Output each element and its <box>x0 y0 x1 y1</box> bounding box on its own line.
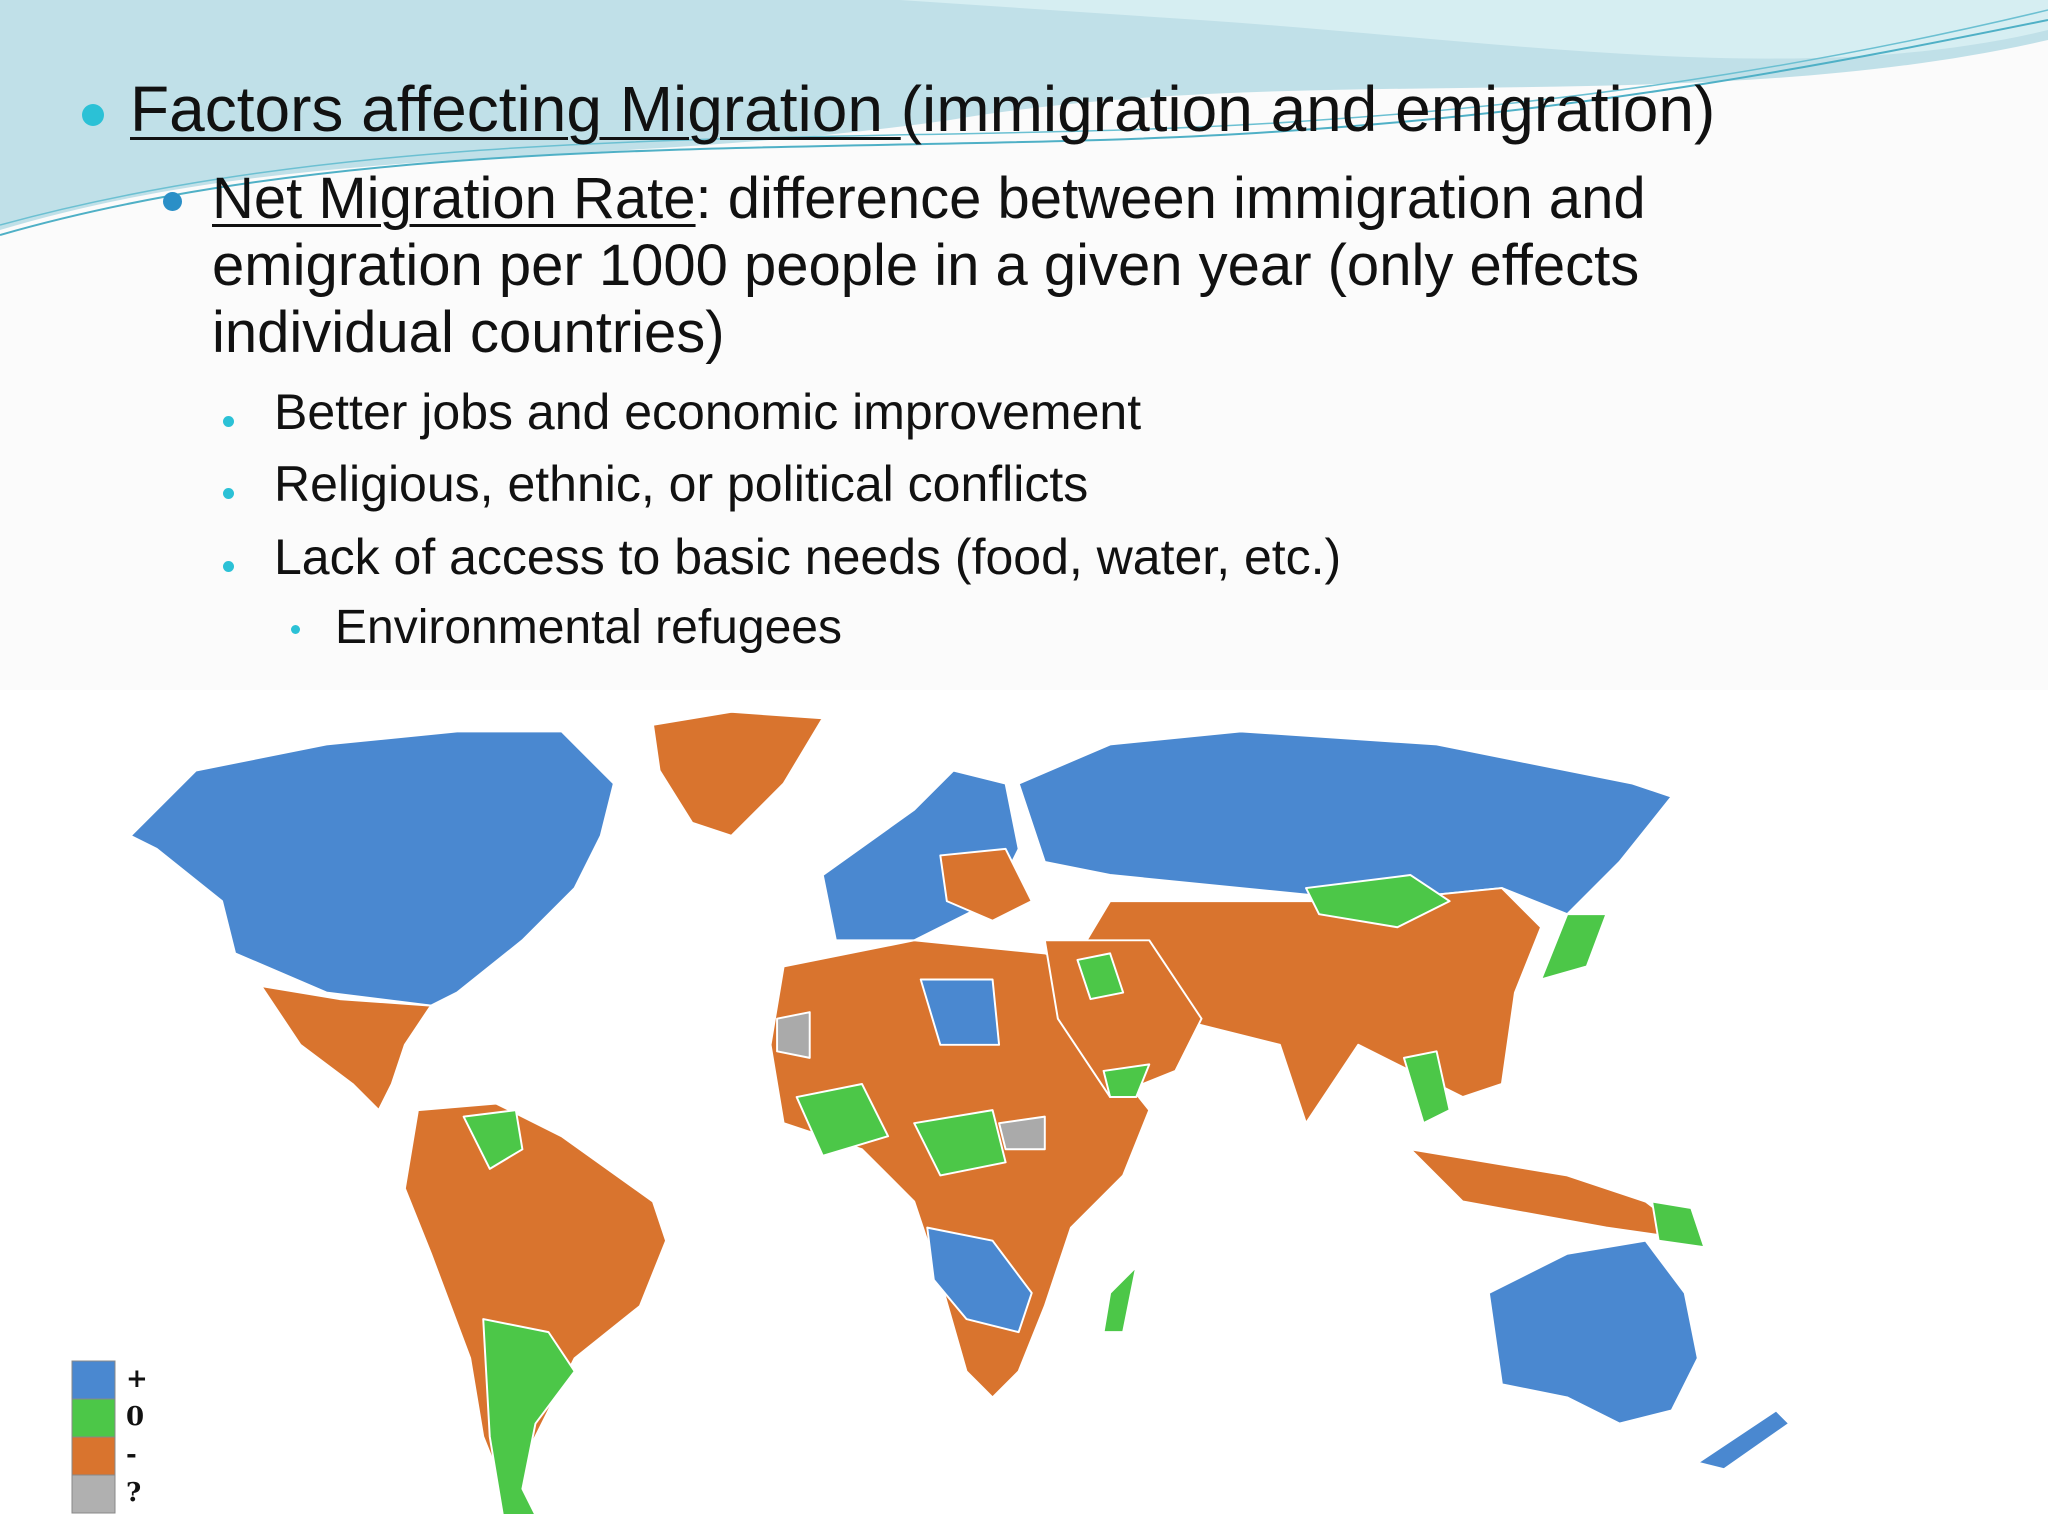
bullet-dot <box>291 625 300 634</box>
legend-swatch <box>71 1360 116 1400</box>
bullet-2-text: : difference between immigration and emi… <box>212 166 1646 365</box>
bullet-dot <box>163 192 182 211</box>
header-wave <box>0 0 2048 236</box>
sub-sub-bullet: Environmental refugees <box>335 601 842 654</box>
bullet-dot <box>223 416 234 427</box>
legend-label: 0 <box>126 1402 145 1432</box>
bullet-2: Net Migration Rate: difference between i… <box>212 165 1832 366</box>
sub-bullet: Better jobs and economic improvement <box>274 384 1142 440</box>
bullet-1-underlined: Factors affecting Migration <box>130 73 901 145</box>
sub-bullet: Religious, ethnic, or political conflict… <box>274 456 1089 512</box>
legend-swatch <box>71 1436 116 1476</box>
bullet-1-text: (immigration and emigration) <box>900 73 1716 145</box>
bullet-1: Factors affecting Migration (immigration… <box>130 72 1715 146</box>
legend-label: - <box>126 1440 137 1470</box>
legend-swatch <box>71 1474 116 1514</box>
bullet-dot <box>82 104 104 126</box>
bullet-2-underlined: Net Migration Rate <box>212 166 696 231</box>
bullet-dot <box>223 561 234 572</box>
legend-label: + <box>126 1364 148 1394</box>
legend-label: ? <box>126 1478 142 1508</box>
bullet-dot <box>223 488 234 499</box>
legend-swatch <box>71 1398 116 1438</box>
sub-bullet: Lack of access to basic needs (food, wat… <box>274 529 1342 585</box>
